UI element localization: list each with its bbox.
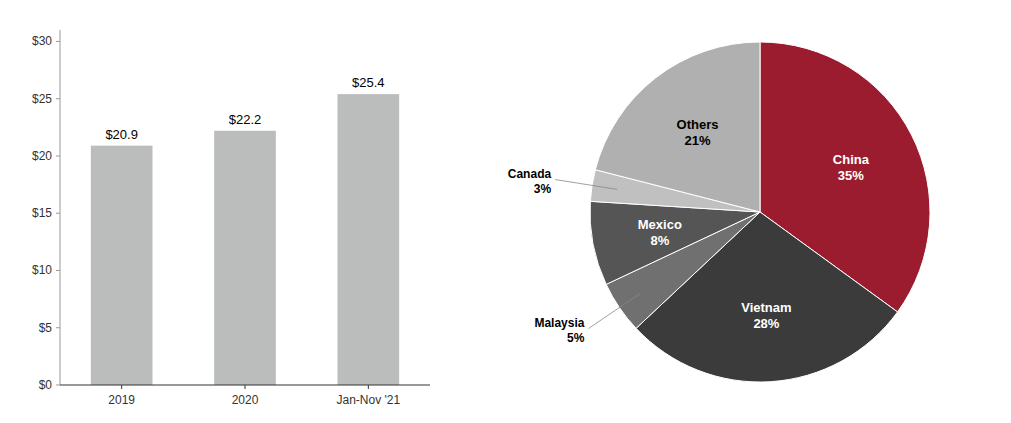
y-tick xyxy=(56,270,60,271)
y-tick-label: $25 xyxy=(32,92,52,106)
x-tick xyxy=(121,385,122,389)
y-axis-line xyxy=(60,30,61,385)
slice-label: Canada3% xyxy=(508,167,552,196)
slice-label: Vietnam28% xyxy=(741,300,791,331)
slice-value: 21% xyxy=(684,133,710,148)
y-tick-label: $5 xyxy=(39,321,53,335)
x-tick xyxy=(368,385,369,389)
y-tick-label: $10 xyxy=(32,263,52,277)
slice-label: Others21% xyxy=(677,117,719,148)
slice-name: Canada xyxy=(508,167,552,181)
x-tick-label: 2020 xyxy=(232,393,259,407)
slice-name: China xyxy=(833,152,870,167)
bar-chart: $0 $5 $10 $15 $20 $25 $30 $20.9 $22.2 $25.4 2019 20… xyxy=(32,30,430,407)
slice-value: 3% xyxy=(534,182,552,196)
y-tick xyxy=(56,385,60,386)
y-tick-label: $15 xyxy=(32,206,52,220)
bar xyxy=(214,131,276,385)
slice-value: 35% xyxy=(838,168,864,183)
data-label: $22.2 xyxy=(229,112,262,127)
slice-value: 28% xyxy=(753,316,779,331)
y-tick-label: $0 xyxy=(39,378,53,392)
y-tick-label: $30 xyxy=(32,34,52,48)
data-label: $20.9 xyxy=(105,127,138,142)
data-label: $25.4 xyxy=(352,75,385,90)
y-tick xyxy=(56,213,60,214)
y-tick xyxy=(56,155,60,156)
y-tick xyxy=(56,41,60,42)
x-tick-label: 2019 xyxy=(108,393,135,407)
bars xyxy=(91,94,399,385)
y-tick-label: $20 xyxy=(32,149,52,163)
slice-name: Vietnam xyxy=(741,300,791,315)
x-tick-label: Jan-Nov '21 xyxy=(337,393,401,407)
slice-label: Malaysia5% xyxy=(534,316,584,345)
y-tick xyxy=(56,327,60,328)
pie-slice xyxy=(590,201,760,284)
slice-value: 5% xyxy=(567,331,585,345)
bar xyxy=(91,146,153,385)
slice-name: Mexico xyxy=(638,217,682,232)
pie-slice xyxy=(595,42,760,212)
x-tick xyxy=(245,385,246,389)
leader-line xyxy=(588,293,640,328)
leader-line xyxy=(555,180,617,190)
chart: $0 $5 $10 $15 $20 $25 $30 $20.9 $22.2 $25.4 2019 20… xyxy=(0,0,1011,423)
y-tick xyxy=(56,98,60,99)
slice-value: 8% xyxy=(650,233,669,248)
slice-name: Malaysia xyxy=(534,316,584,330)
slice-label: Mexico8% xyxy=(638,217,682,248)
slice-label: China35% xyxy=(833,152,870,183)
bar xyxy=(338,94,400,385)
pie-chart: China35% Vietnam28% Malaysia5% Mexico8% Cana… xyxy=(508,42,930,382)
slice-name: Others xyxy=(677,117,719,132)
